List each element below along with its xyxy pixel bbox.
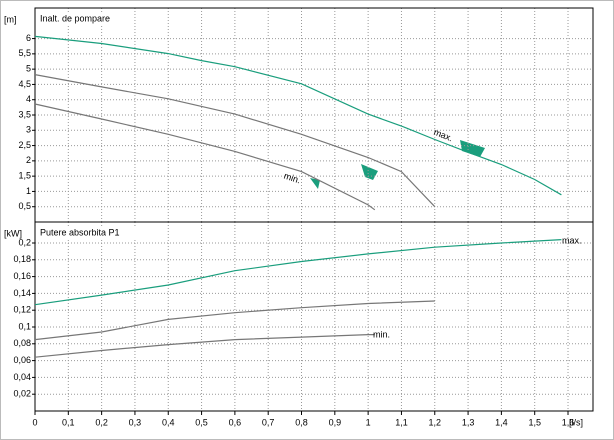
series-label: max. [562,235,582,245]
x-tick-label: 0,9 [329,417,342,427]
panel-title: Inalt. de pompare [40,13,110,23]
y-tick-label: 1 [26,186,31,196]
y-tick-label: 0,04 [13,372,31,382]
y-tick-label: 3,5 [18,109,31,119]
curve [34,239,562,306]
y-tick-label: 0,1 [18,321,31,331]
title-box [38,226,138,238]
x-tick-label: 0,3 [129,417,142,427]
y-tick-label: 0,5 [18,201,31,211]
y-tick-label: 5 [26,64,31,74]
curve [34,300,435,341]
curve [34,74,436,208]
y-tick-label: 2,5 [18,140,31,150]
y-tick-label: 4 [26,94,31,104]
y-tick-label: 0,16 [13,271,31,281]
y-tick-label: 0,2 [18,237,31,247]
x-tick-label: 1,6 [562,417,575,427]
series-label: min. [373,329,390,339]
x-tick-label: 1,3 [462,417,475,427]
y-tick-label: 0,06 [13,355,31,365]
x-tick-label: 1,1 [395,417,408,427]
y-tick-label: 1,5 [18,171,31,181]
marker [460,140,485,157]
x-tick-label: 0,8 [295,417,308,427]
x-tick-label: 1,4 [495,417,508,427]
x-tick-label: 0 [32,417,37,427]
y-tick-label: 0,02 [13,389,31,399]
y-tick-label: 5,5 [18,48,31,58]
curve [34,103,376,211]
title-box [38,12,132,24]
panel-title: Putere absorbita P1 [40,227,120,237]
x-axis-label: [l/s] [569,417,583,427]
y-tick-label: 6 [26,33,31,43]
x-tick-label: 1,2 [429,417,442,427]
x-tick-label: 1,5 [528,417,541,427]
x-tick-label: 0,4 [162,417,175,427]
y-tick-label: 4,5 [18,79,31,89]
curve [34,35,562,196]
y-tick-label: 0,12 [13,305,31,315]
y-tick-label: 0,14 [13,288,31,298]
y-axis-label: [m] [4,14,17,24]
marker [310,178,320,189]
y-axis-label: [kW] [4,228,22,238]
y-tick-label: 0,08 [13,338,31,348]
x-tick-label: 0,7 [262,417,275,427]
y-tick-label: 3 [26,125,31,135]
x-tick-label: 0,6 [229,417,242,427]
x-tick-label: 0,2 [95,417,108,427]
x-tick-label: 1 [366,417,371,427]
x-tick-label: 0,1 [62,417,75,427]
plot-frame [34,221,594,412]
curve [34,334,375,358]
x-tick-label: 0,5 [195,417,208,427]
y-tick-label: 0,18 [13,254,31,264]
y-tick-label: 2 [26,155,31,165]
